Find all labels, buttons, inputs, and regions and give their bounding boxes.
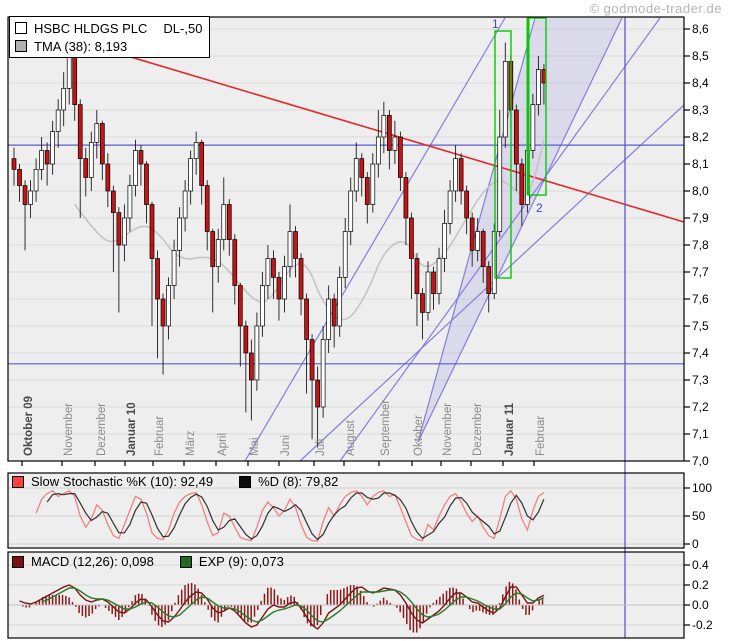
svg-text:Oktober 09: Oktober 09 — [23, 396, 35, 456]
trendlines — [8, 17, 685, 462]
svg-text:Februar: Februar — [535, 416, 547, 456]
svg-text:7,5: 7,5 — [692, 319, 709, 333]
svg-text:8,2: 8,2 — [692, 130, 709, 144]
price-series-swatch-icon — [15, 22, 27, 34]
macd-legend-value: MACD (12,26): 0,098 — [31, 554, 154, 569]
svg-text:Oktober: Oktober — [413, 415, 425, 456]
svg-text:Mai: Mai — [249, 437, 261, 456]
symbol-name: HSBC HLDGS PLC — [34, 20, 148, 36]
stochastic-curves — [35, 489, 545, 542]
green-annotation-box — [494, 30, 512, 279]
svg-text:7,3: 7,3 — [692, 373, 709, 387]
month-axis: Oktober 09 November Dezember Januar 10 Febru… — [21, 396, 547, 466]
svg-text:April: April — [217, 433, 229, 456]
svg-text:Juli: Juli — [315, 439, 327, 456]
svg-text:0.2: 0.2 — [692, 578, 709, 592]
svg-text:7,2: 7,2 — [692, 400, 709, 414]
svg-text:7,1: 7,1 — [692, 427, 709, 441]
annotation-label-2: 2 — [536, 201, 543, 215]
svg-text:Januar 10: Januar 10 — [126, 402, 138, 456]
svg-text:November: November — [63, 403, 75, 456]
svg-text:8,1: 8,1 — [692, 157, 709, 171]
svg-text:7,0: 7,0 — [692, 454, 709, 468]
svg-text:0: 0 — [692, 537, 699, 551]
instrument-type: DL-,50 — [163, 20, 203, 36]
candles — [11, 23, 547, 448]
exp-swatch-icon — [179, 555, 192, 568]
svg-text:8,3: 8,3 — [692, 103, 709, 117]
svg-text:0.4: 0.4 — [692, 558, 709, 572]
svg-text:7,4: 7,4 — [692, 346, 709, 360]
stoch-d-swatch-icon — [239, 475, 252, 488]
watermark: © godmode-trader.de — [589, 1, 722, 16]
svg-text:100: 100 — [692, 481, 712, 495]
svg-text:8,6: 8,6 — [692, 22, 709, 36]
svg-text:7,6: 7,6 — [692, 292, 709, 306]
svg-text:Dezember: Dezember — [472, 403, 484, 456]
svg-text:50: 50 — [692, 509, 706, 523]
svg-text:8,4: 8,4 — [692, 76, 709, 90]
stoch-d-legend-value: %D (8): 79,82 — [258, 474, 339, 489]
main-legend: HSBC HLDGS PLC DL-,50 TMA (38): 8,193 — [9, 16, 210, 58]
svg-text:7,8: 7,8 — [692, 238, 709, 252]
svg-text:September: September — [380, 400, 392, 456]
macd-swatch-icon — [12, 555, 24, 568]
svg-text:Dezember: Dezember — [96, 403, 108, 456]
tma-series-swatch-icon — [15, 40, 27, 52]
svg-text:7,7: 7,7 — [692, 265, 709, 279]
macd-legend: MACD (12,26): 0,098 EXP (9): 0,073 — [12, 554, 284, 569]
stoch-k-swatch-icon — [12, 475, 24, 488]
svg-text:-0.2: -0.2 — [692, 618, 713, 632]
svg-text:November: November — [442, 403, 454, 456]
right-axis: 8,6 8,5 8,4 8,3 8,2 8,1 8,0 7,9 7,8 7,7 7,6 7,5 7,4 7… — [684, 22, 713, 632]
svg-text:Januar 11: Januar 11 — [504, 402, 516, 456]
svg-text:August: August — [345, 419, 357, 456]
svg-text:7,9: 7,9 — [692, 211, 709, 225]
svg-text:März: März — [185, 430, 197, 456]
exp-legend-value: EXP (9): 0,073 — [198, 554, 284, 569]
svg-text:Februar: Februar — [154, 416, 166, 456]
svg-text:8,5: 8,5 — [692, 49, 709, 63]
stochastic-legend: Slow Stochastic %K (10): 92,49 %D (8): 7… — [12, 474, 338, 489]
tma-legend-value: TMA (38): 8,193 — [34, 38, 128, 54]
stoch-k-legend-value: Slow Stochastic %K (10): 92,49 — [31, 474, 214, 489]
svg-text:0.0: 0.0 — [692, 598, 709, 612]
svg-text:8,0: 8,0 — [692, 184, 709, 198]
annotation-label-1: 1 — [492, 17, 499, 31]
macd-curves — [8, 581, 684, 633]
svg-text:Juni: Juni — [280, 435, 292, 456]
